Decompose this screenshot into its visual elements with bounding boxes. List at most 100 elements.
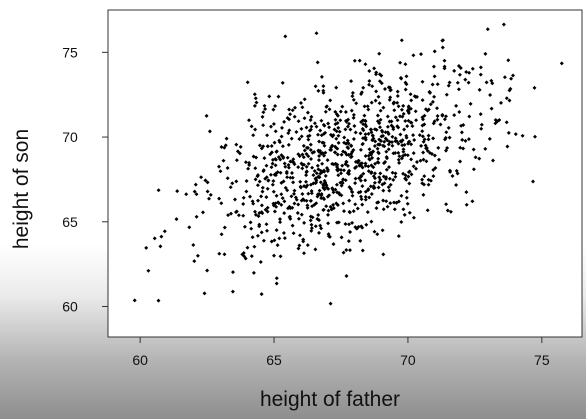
scatter-point <box>222 252 227 257</box>
scatter-point <box>234 179 239 184</box>
scatter-point <box>217 251 222 256</box>
scatter-point <box>421 157 426 162</box>
scatter-point <box>246 166 251 171</box>
scatter-point <box>278 170 283 175</box>
scatter-point <box>447 135 452 140</box>
scatter-point <box>363 154 368 158</box>
x-axis-title: height of father <box>260 388 400 411</box>
scatter-point <box>339 193 344 198</box>
scatter-point <box>466 80 471 85</box>
scatter-point <box>340 181 345 186</box>
scatter-point <box>333 122 338 127</box>
scatter-point <box>207 129 212 134</box>
scatter-point <box>364 222 369 227</box>
scatter-point <box>430 99 435 104</box>
scatter-point <box>219 232 224 237</box>
scatter-point <box>386 132 391 136</box>
scatter-point <box>255 233 260 238</box>
scatter-point <box>318 180 323 185</box>
scatter-point <box>226 213 231 218</box>
scatter-point <box>366 107 371 112</box>
scatter-point <box>274 276 279 281</box>
scatter-point <box>403 87 408 92</box>
scatter-point <box>374 72 378 77</box>
scatter-point <box>274 193 279 198</box>
scatter-point <box>426 107 431 112</box>
scatter-point <box>262 103 267 108</box>
scatter-point <box>235 149 240 154</box>
scatter-point <box>330 143 335 148</box>
scatter-point <box>389 119 394 124</box>
scatter-point <box>350 193 355 198</box>
scatter-point <box>230 181 235 186</box>
scatter-point <box>511 73 515 78</box>
scatter-point <box>376 156 381 161</box>
scatter-point <box>357 58 362 63</box>
scatter-point <box>309 124 314 129</box>
scatter-point <box>508 86 513 91</box>
scatter-point <box>420 129 425 134</box>
scatter-point <box>363 194 368 199</box>
scatter-point <box>350 90 355 95</box>
scatter-point <box>417 133 422 138</box>
scatter-point <box>229 211 233 216</box>
scatter-point <box>353 202 358 207</box>
scatter-point <box>326 221 331 226</box>
scatter-point <box>336 125 341 130</box>
scatter-point <box>361 85 366 90</box>
scatter-point <box>344 118 348 123</box>
scatter-point <box>404 195 409 200</box>
scatter-point <box>473 155 478 160</box>
scatter-point <box>390 140 394 145</box>
scatter-point <box>432 49 437 54</box>
scatter-point <box>442 117 447 122</box>
scatter-point <box>386 85 391 90</box>
scatter-point <box>269 144 274 148</box>
scatter-point <box>234 209 239 214</box>
scatter-point <box>393 115 398 120</box>
scatter-point <box>378 108 383 113</box>
scatter-point <box>349 154 354 159</box>
scatter-point <box>283 185 288 190</box>
scatter-point <box>249 124 254 129</box>
scatter-point <box>259 230 264 235</box>
scatter-point <box>375 160 380 165</box>
scatter-point <box>430 82 435 87</box>
scatter-point <box>346 239 351 244</box>
scatter-point <box>353 181 358 186</box>
scatter-point <box>261 144 266 149</box>
scatter-point <box>362 104 367 109</box>
scatter-point <box>336 133 341 138</box>
scatter-point <box>249 226 254 231</box>
scatter-point <box>467 114 472 119</box>
scatter-point <box>289 136 294 141</box>
scatter-point <box>372 66 377 71</box>
scatter-point <box>343 110 348 114</box>
scatter-point <box>363 178 368 183</box>
scatter-point <box>477 87 482 92</box>
scatter-point <box>234 158 239 163</box>
scatter-point <box>252 92 257 97</box>
scatter-point <box>191 243 196 247</box>
scatter-point <box>298 179 303 184</box>
scatter-point <box>351 115 356 120</box>
scatter-point <box>396 125 401 130</box>
scatter-point <box>146 268 151 273</box>
scatter-point <box>304 164 309 169</box>
scatter-point <box>334 85 339 90</box>
scatter-point <box>326 121 331 126</box>
scatter-point <box>290 223 295 228</box>
scatter-point <box>275 243 280 248</box>
scatter-point <box>308 118 313 122</box>
scatter-point <box>314 124 319 129</box>
scatter-point <box>420 115 425 120</box>
scatter-point <box>339 171 343 176</box>
scatter-point <box>392 207 397 212</box>
scatter-point <box>320 161 325 166</box>
scatter-point <box>260 189 265 194</box>
scatter-point <box>332 150 337 155</box>
scatter-point <box>250 199 255 204</box>
scatter-point <box>317 188 322 193</box>
scatter-point <box>275 170 280 175</box>
scatter-point <box>156 298 161 303</box>
